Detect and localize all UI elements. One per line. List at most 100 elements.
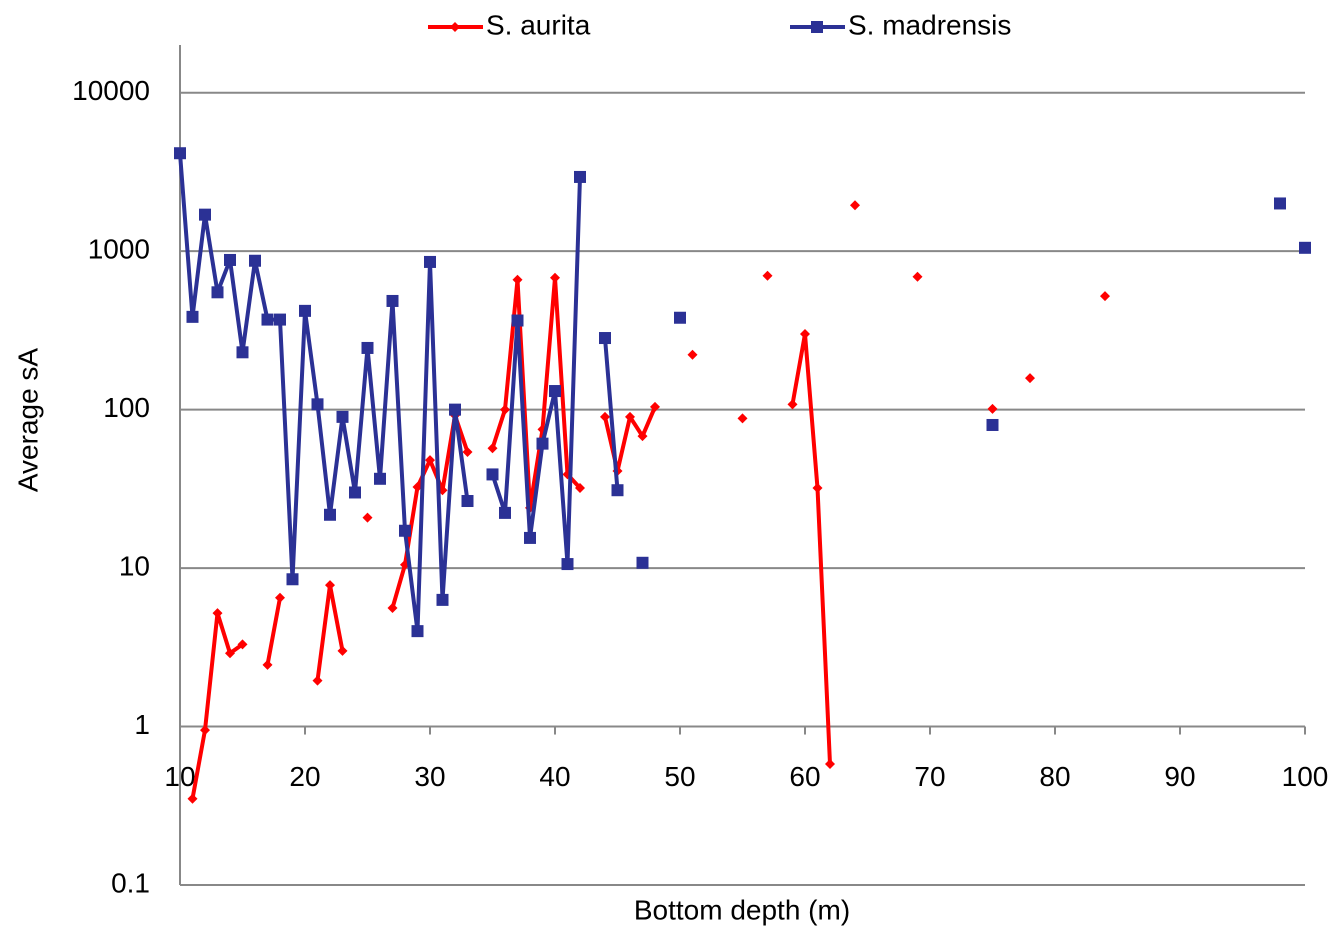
data-point xyxy=(486,468,499,481)
data-point xyxy=(412,481,423,492)
data-point xyxy=(324,508,336,521)
data-point xyxy=(550,272,560,283)
data-point xyxy=(500,404,510,415)
data-point xyxy=(325,580,335,591)
x-tick-label: 20 xyxy=(289,761,320,792)
data-point xyxy=(200,725,210,736)
data-point xyxy=(174,147,186,160)
data-point xyxy=(1299,241,1311,254)
data-point xyxy=(400,559,410,570)
data-point xyxy=(612,465,623,476)
y-axis-title: Average sA xyxy=(12,348,43,493)
data-point xyxy=(424,255,436,268)
data-point xyxy=(275,592,285,603)
data-point xyxy=(987,403,998,414)
y-tick-label: 100 xyxy=(103,392,150,423)
data-point xyxy=(274,313,286,326)
data-point xyxy=(361,341,374,354)
y-tick-label: 1000 xyxy=(88,234,150,265)
data-point xyxy=(461,495,474,508)
data-point xyxy=(1274,197,1286,210)
data-point xyxy=(1025,373,1035,384)
y-tick-label: 10000 xyxy=(72,75,150,106)
data-point xyxy=(850,200,860,211)
data-point xyxy=(299,304,311,317)
data-point xyxy=(212,608,223,619)
data-point xyxy=(374,472,386,485)
data-point xyxy=(387,602,398,613)
x-tick-label: 60 xyxy=(789,761,820,792)
data-point xyxy=(249,254,261,267)
data-point xyxy=(261,313,274,326)
data-point xyxy=(599,332,611,345)
data-point xyxy=(912,271,923,282)
data-point xyxy=(636,556,649,569)
data-point xyxy=(650,401,660,412)
data-point xyxy=(762,270,773,281)
data-point xyxy=(737,413,748,424)
data-point xyxy=(574,170,586,183)
data-point xyxy=(225,648,235,659)
legend-label: S. madrensis xyxy=(848,9,1011,40)
data-point xyxy=(812,483,823,494)
data-point xyxy=(236,346,249,359)
y-tick-label: 10 xyxy=(119,550,150,581)
data-point xyxy=(311,398,324,411)
data-point xyxy=(462,447,473,458)
data-point xyxy=(524,531,536,544)
data-point xyxy=(600,411,610,422)
data-point xyxy=(800,329,810,340)
x-tick-label: 70 xyxy=(914,761,945,792)
data-point xyxy=(199,208,211,221)
data-point xyxy=(499,506,511,519)
x-tick-label: 10 xyxy=(164,761,195,792)
data-point xyxy=(825,759,835,770)
data-point xyxy=(549,385,561,398)
data-point xyxy=(986,418,999,431)
data-point xyxy=(436,593,449,606)
data-point xyxy=(1100,291,1110,302)
y-tick-label: 0.1 xyxy=(111,867,150,898)
data-point xyxy=(787,399,798,410)
data-point xyxy=(411,625,424,638)
x-axis-title: Bottom depth (m) xyxy=(634,894,850,925)
x-tick-label: 100 xyxy=(1282,761,1329,792)
data-point xyxy=(336,410,349,423)
data-point xyxy=(536,437,549,450)
x-tick-label: 90 xyxy=(1164,761,1195,792)
data-point xyxy=(611,484,624,497)
data-point xyxy=(399,524,411,537)
data-point xyxy=(674,311,686,324)
data-point xyxy=(425,455,435,466)
legend-marker xyxy=(450,22,460,32)
data-point xyxy=(237,639,248,650)
data-point xyxy=(449,403,461,416)
data-point xyxy=(487,443,498,454)
data-point xyxy=(511,314,524,327)
x-tick-label: 50 xyxy=(664,761,695,792)
x-tick-label: 30 xyxy=(414,761,445,792)
data-point xyxy=(211,286,224,299)
legend-label: S. aurita xyxy=(486,9,591,40)
y-tick-label: 1 xyxy=(134,709,150,740)
x-tick-label: 80 xyxy=(1039,761,1070,792)
data-point xyxy=(625,411,635,422)
x-tick-label: 40 xyxy=(539,761,570,792)
data-point xyxy=(575,483,585,494)
data-point xyxy=(286,573,299,586)
data-point xyxy=(349,486,361,499)
data-point xyxy=(637,431,648,442)
data-point xyxy=(224,253,236,266)
legend-marker xyxy=(811,21,823,33)
data-point xyxy=(512,274,523,285)
data-point xyxy=(187,793,198,804)
data-point xyxy=(262,659,273,670)
data-point xyxy=(312,675,323,686)
series-line xyxy=(193,278,1106,799)
data-point xyxy=(386,294,399,307)
data-point xyxy=(186,310,199,323)
data-point xyxy=(687,349,698,360)
data-point xyxy=(337,645,348,656)
data-point xyxy=(362,512,373,523)
